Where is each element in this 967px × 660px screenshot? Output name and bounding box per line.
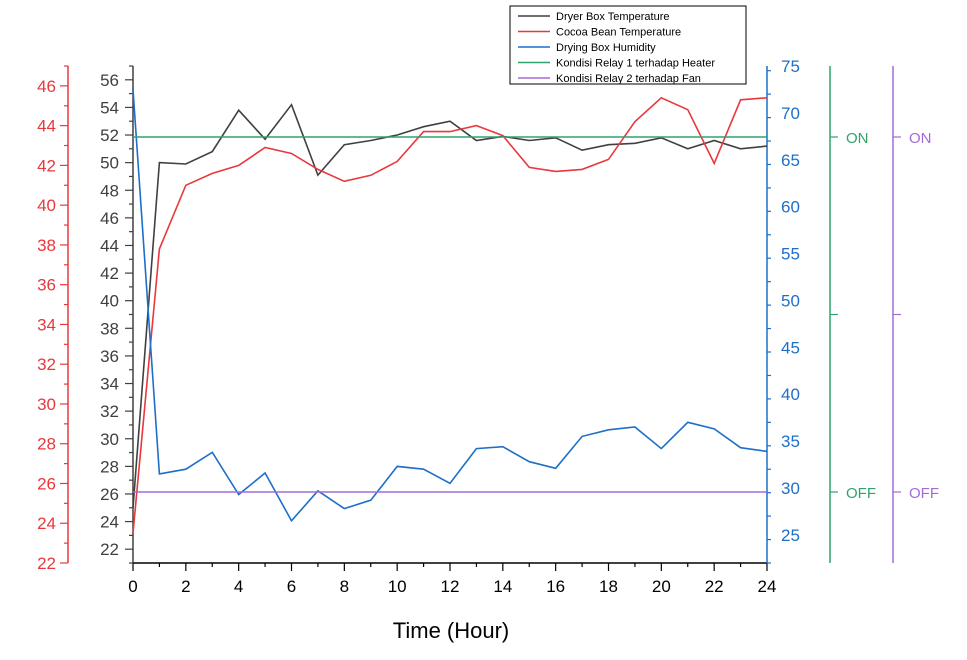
legend-label: Drying Box Humidity	[556, 42, 656, 54]
legend-label: Cocoa Bean Temperature	[556, 27, 681, 39]
dryer-axis-tick-label: 26	[100, 485, 119, 504]
dryer-axis-tick-label: 38	[100, 319, 119, 338]
cocoa-axis-tick-label: 36	[37, 276, 56, 295]
x-tick-label: 10	[388, 577, 407, 596]
relay1-axis-tick-label: ON	[846, 130, 869, 147]
legend-label: Dryer Box Temperature	[556, 11, 670, 23]
x-tick-label: 16	[546, 577, 565, 596]
humidity-axis-tick-label: 35	[781, 432, 800, 451]
humidity-axis-tick-label: 40	[781, 385, 800, 404]
humidity-axis-tick-label: 75	[781, 57, 800, 76]
x-tick-label: 22	[705, 577, 724, 596]
dryer-axis-tick-label: 28	[100, 457, 119, 476]
x-tick-label: 14	[493, 577, 512, 596]
x-tick-label: 18	[599, 577, 618, 596]
legend-frame	[509, 5, 747, 85]
cocoa-axis-tick-label: 46	[37, 77, 56, 96]
relay1-axis-tick-label: OFF	[846, 485, 876, 502]
humidity-axis-tick-label: 30	[781, 479, 800, 498]
dryer-axis-tick-label: 44	[100, 236, 119, 255]
cocoa-axis-tick-label: 34	[37, 315, 56, 334]
dryer-axis-tick-label: 42	[100, 264, 119, 283]
relay2-axis-tick-label: ON	[909, 130, 932, 147]
axes-layer: 0 2 4 6 8 10 12 14 16 18 20 22 242224262830323436384…	[37, 57, 939, 596]
x-tick-label: 20	[652, 577, 671, 596]
series-line-1	[132, 103, 768, 508]
dryer-axis-tick-label: 32	[100, 402, 119, 421]
cocoa-axis-tick-label: 32	[37, 355, 56, 374]
series-line-3	[132, 89, 768, 523]
dryer-axis-tick-label: 52	[100, 126, 119, 145]
x-tick-label: 2	[181, 577, 190, 596]
dryer-axis-tick-label: 56	[100, 71, 119, 90]
dryer-axis-tick-label: 36	[100, 347, 119, 366]
legend-label: Kondisi Relay 2 terhadap Fan	[556, 73, 701, 85]
humidity-axis-tick-label: 45	[781, 338, 800, 357]
series-layer	[132, 89, 768, 534]
dryer-axis-tick-label: 46	[100, 209, 119, 228]
legend-label: Kondisi Relay 1 terhadap Heater	[556, 58, 715, 70]
dryer-axis-tick-label: 30	[100, 430, 119, 449]
x-tick-label: 0	[128, 577, 137, 596]
dryer-axis-tick-label: 54	[100, 98, 119, 117]
cocoa-axis-tick-label: 26	[37, 474, 56, 493]
cocoa-axis-tick-label: 22	[37, 554, 56, 573]
relay2-axis-tick-label: OFF	[909, 485, 939, 502]
humidity-axis-tick-label: 50	[781, 291, 800, 310]
x-tick-label: 6	[287, 577, 296, 596]
cocoa-axis-tick-label: 24	[37, 514, 56, 533]
cocoa-axis-tick-label: 30	[37, 395, 56, 414]
cocoa-axis-tick-label: 38	[37, 236, 56, 255]
x-tick-label: 4	[234, 577, 243, 596]
cocoa-axis-tick-label: 40	[37, 196, 56, 215]
cocoa-axis-tick-label: 44	[37, 117, 56, 136]
humidity-axis-tick-label: 55	[781, 245, 800, 264]
legend: Dryer Box Temperature Cocoa Bean Temperat…	[509, 5, 747, 85]
x-axis-title: Time (Hour)	[393, 618, 510, 643]
humidity-axis-tick-label: 65	[781, 151, 800, 170]
humidity-axis-tick-label: 25	[781, 526, 800, 545]
dryer-axis-tick-label: 34	[100, 375, 119, 394]
dryer-axis-tick-label: 48	[100, 181, 119, 200]
cocoa-axis-tick-label: 28	[37, 435, 56, 454]
humidity-axis-tick-label: 60	[781, 198, 800, 217]
humidity-axis-tick-label: 70	[781, 104, 800, 123]
series-line-2	[132, 96, 768, 534]
dryer-axis-tick-label: 50	[100, 154, 119, 173]
dryer-axis-tick-label: 24	[100, 513, 119, 532]
dryer-axis-tick-label: 22	[100, 540, 119, 559]
x-tick-label: 12	[441, 577, 460, 596]
cocoa-axis-tick-label: 42	[37, 156, 56, 175]
x-tick-label: 24	[758, 577, 777, 596]
dryer-axis-tick-label: 40	[100, 292, 119, 311]
x-tick-label: 8	[340, 577, 349, 596]
